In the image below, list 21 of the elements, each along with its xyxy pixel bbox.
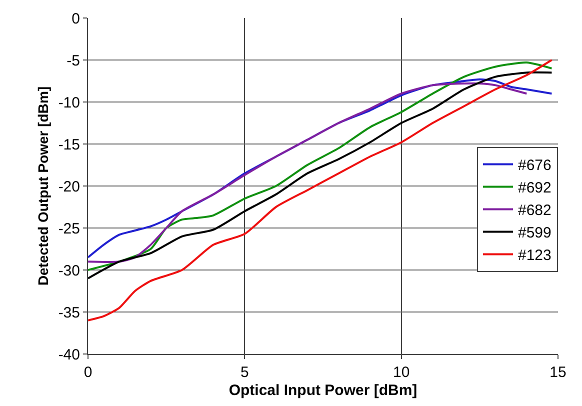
y-tick-label: -5 xyxy=(66,52,80,70)
x-tick-label: 5 xyxy=(240,364,249,381)
legend-label: #692 xyxy=(518,180,552,197)
x-axis-title: Optical Input Power [dBm] xyxy=(228,382,418,399)
y-axis-title: Detected Output Power [dBm] xyxy=(34,86,51,286)
x-tick-label: 0 xyxy=(84,364,92,381)
line-series xyxy=(88,59,553,322)
legend-label: #682 xyxy=(518,202,552,220)
legend-label: #599 xyxy=(518,224,552,242)
x-tick-label: 15 xyxy=(550,364,566,381)
y-tick-label: -30 xyxy=(58,262,80,280)
x-tick-label: 10 xyxy=(392,364,410,381)
y-tick-label: -35 xyxy=(58,304,80,322)
y-tick-label: -20 xyxy=(58,178,80,196)
y-tick-label: -40 xyxy=(58,346,80,364)
y-tick-label: 0 xyxy=(72,10,80,28)
legend-label: #123 xyxy=(518,247,552,264)
legend-label: #676 xyxy=(518,157,552,174)
y-tick-label: -10 xyxy=(58,94,80,112)
y-tick-label: -25 xyxy=(58,220,80,238)
y-tick-label: -15 xyxy=(58,136,80,154)
